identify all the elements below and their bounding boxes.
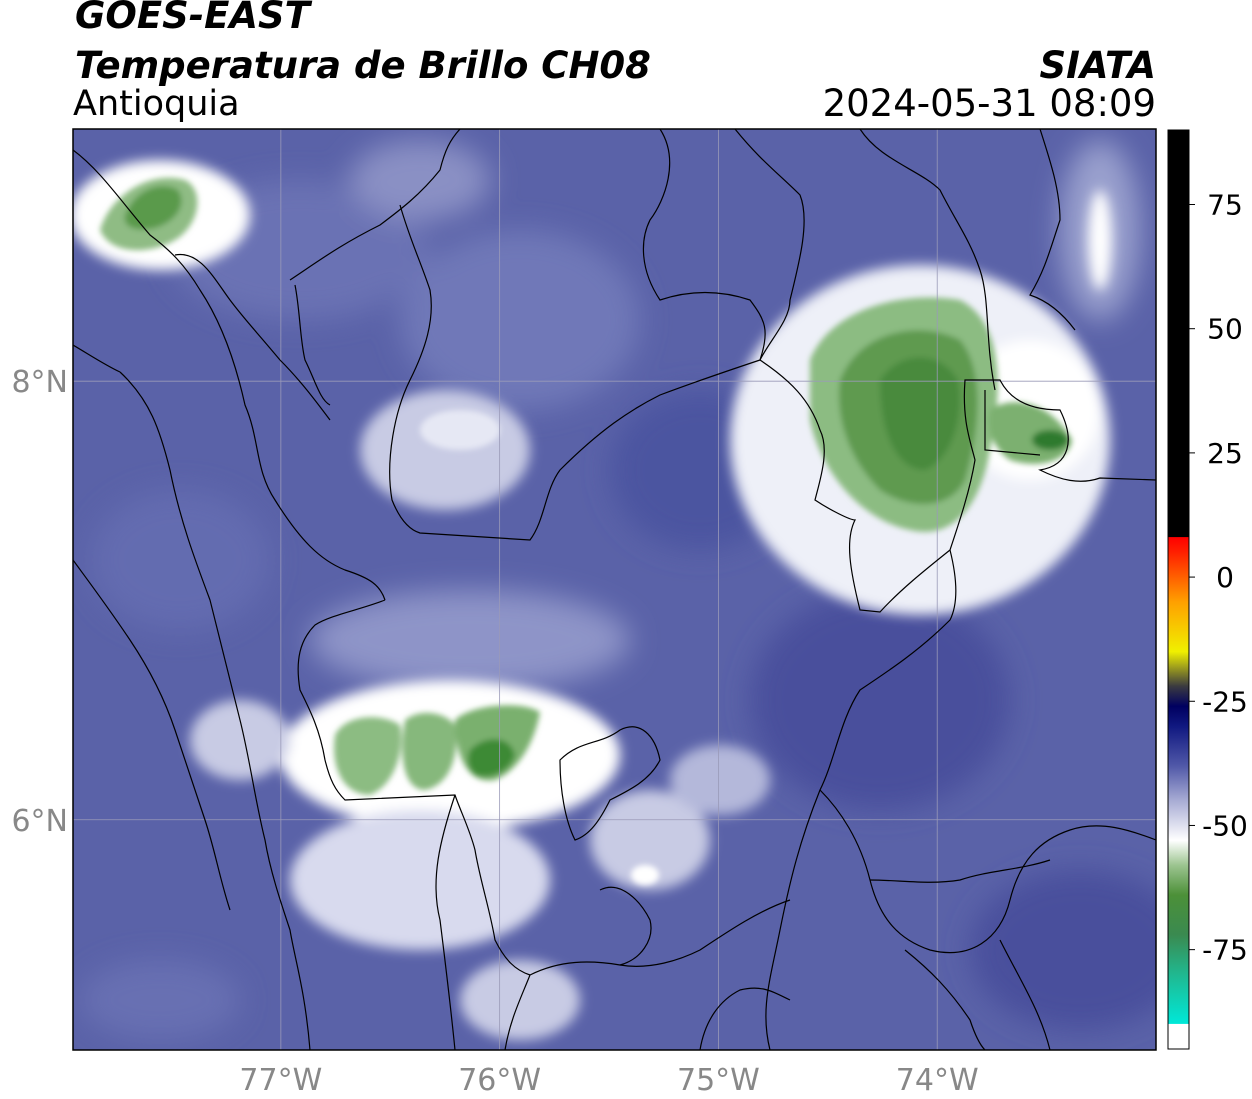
department-boundary xyxy=(984,390,1041,456)
department-boundary xyxy=(504,974,531,1050)
map-frame xyxy=(72,128,1157,1051)
department-boundary xyxy=(529,899,791,976)
coastline xyxy=(73,149,386,601)
lon-tick-label: 76°W xyxy=(458,1063,541,1098)
department-boundary xyxy=(904,949,986,1050)
lon-tick-label: 74°W xyxy=(896,1063,979,1098)
coastline xyxy=(73,344,121,373)
longitude-axis: 77°W 76°W 75°W 74°W xyxy=(239,1063,978,1098)
municipality-boundary xyxy=(559,726,661,841)
colorbar-tick-label: 25 xyxy=(1207,437,1243,470)
map-panel xyxy=(73,129,1156,1050)
boundary-lines xyxy=(73,129,1156,1050)
cold-cloud-core xyxy=(467,739,515,777)
cloud-halo xyxy=(590,790,710,890)
department-boundary xyxy=(859,129,996,391)
department-boundary xyxy=(765,549,957,1050)
department-boundary xyxy=(389,204,761,541)
cold-cloud-core xyxy=(1032,430,1068,450)
cold-cloud-top xyxy=(124,186,182,230)
datetime-label: 2024-05-31 08:09 xyxy=(822,82,1156,125)
department-boundary xyxy=(1029,129,1076,331)
colorbar-axis: 75 50 25 0 -25 -50 -75 xyxy=(1189,189,1248,967)
coastline xyxy=(294,284,331,406)
lon-tick-label: 77°W xyxy=(239,1063,322,1098)
cloud-halo xyxy=(631,865,659,885)
border-line xyxy=(119,371,311,1050)
department-boundary xyxy=(297,599,531,976)
cloud-texture-layer xyxy=(80,140,1156,1040)
department-boundary xyxy=(599,886,652,966)
coastline xyxy=(174,253,331,421)
latitude-axis: 8°N 6°N xyxy=(11,365,68,839)
satellite-title: GOES-EAST xyxy=(75,0,310,37)
cold-cloud-top xyxy=(402,712,457,790)
department-boundary xyxy=(642,129,766,361)
organization-label: SIATA xyxy=(1039,44,1156,87)
cold-cloud-top xyxy=(880,357,960,470)
department-boundary xyxy=(734,129,805,361)
colorbar-tick-label: -50 xyxy=(1202,809,1248,842)
colorbar-tick-label: -25 xyxy=(1202,685,1248,718)
lon-tick-label: 75°W xyxy=(677,1063,760,1098)
colorbar-tick-label: -75 xyxy=(1202,934,1248,967)
colorbar-tick-label: 75 xyxy=(1207,189,1243,222)
gridlines xyxy=(73,129,1156,1050)
department-boundary xyxy=(869,859,1051,883)
cloud-patch xyxy=(970,870,1156,1030)
cloud-halo xyxy=(360,390,530,510)
department-boundary xyxy=(999,939,1051,1050)
cloud-patch xyxy=(350,140,490,220)
cloud-patch xyxy=(750,590,1010,810)
cloud-halo xyxy=(290,810,550,950)
coastline xyxy=(73,559,231,911)
department-boundary xyxy=(759,359,1156,613)
cloud-halo xyxy=(1088,190,1112,290)
cloud-patch xyxy=(310,590,630,690)
lat-tick-label: 6°N xyxy=(11,804,68,839)
colorbar xyxy=(1167,129,1190,1050)
cloud-halo xyxy=(190,700,290,780)
department-boundary xyxy=(699,987,791,1050)
cold-cloud-layer xyxy=(100,177,1072,885)
cloud-halo xyxy=(670,745,770,815)
cold-cloud-top xyxy=(334,717,402,795)
department-boundary xyxy=(819,789,1156,954)
cloud-patch xyxy=(80,960,240,1040)
region-label: Antioquia xyxy=(73,84,240,124)
product-title: Temperatura de Brillo CH08 xyxy=(75,44,651,87)
department-boundary xyxy=(435,794,456,1050)
colorbar-tick-label: 0 xyxy=(1216,561,1234,594)
cloud-patch xyxy=(400,230,640,410)
cloud-halo xyxy=(420,410,500,450)
cloud-patch xyxy=(90,490,270,630)
colorbar-tick-label: 50 xyxy=(1207,313,1243,346)
lat-tick-label: 8°N xyxy=(11,365,68,400)
